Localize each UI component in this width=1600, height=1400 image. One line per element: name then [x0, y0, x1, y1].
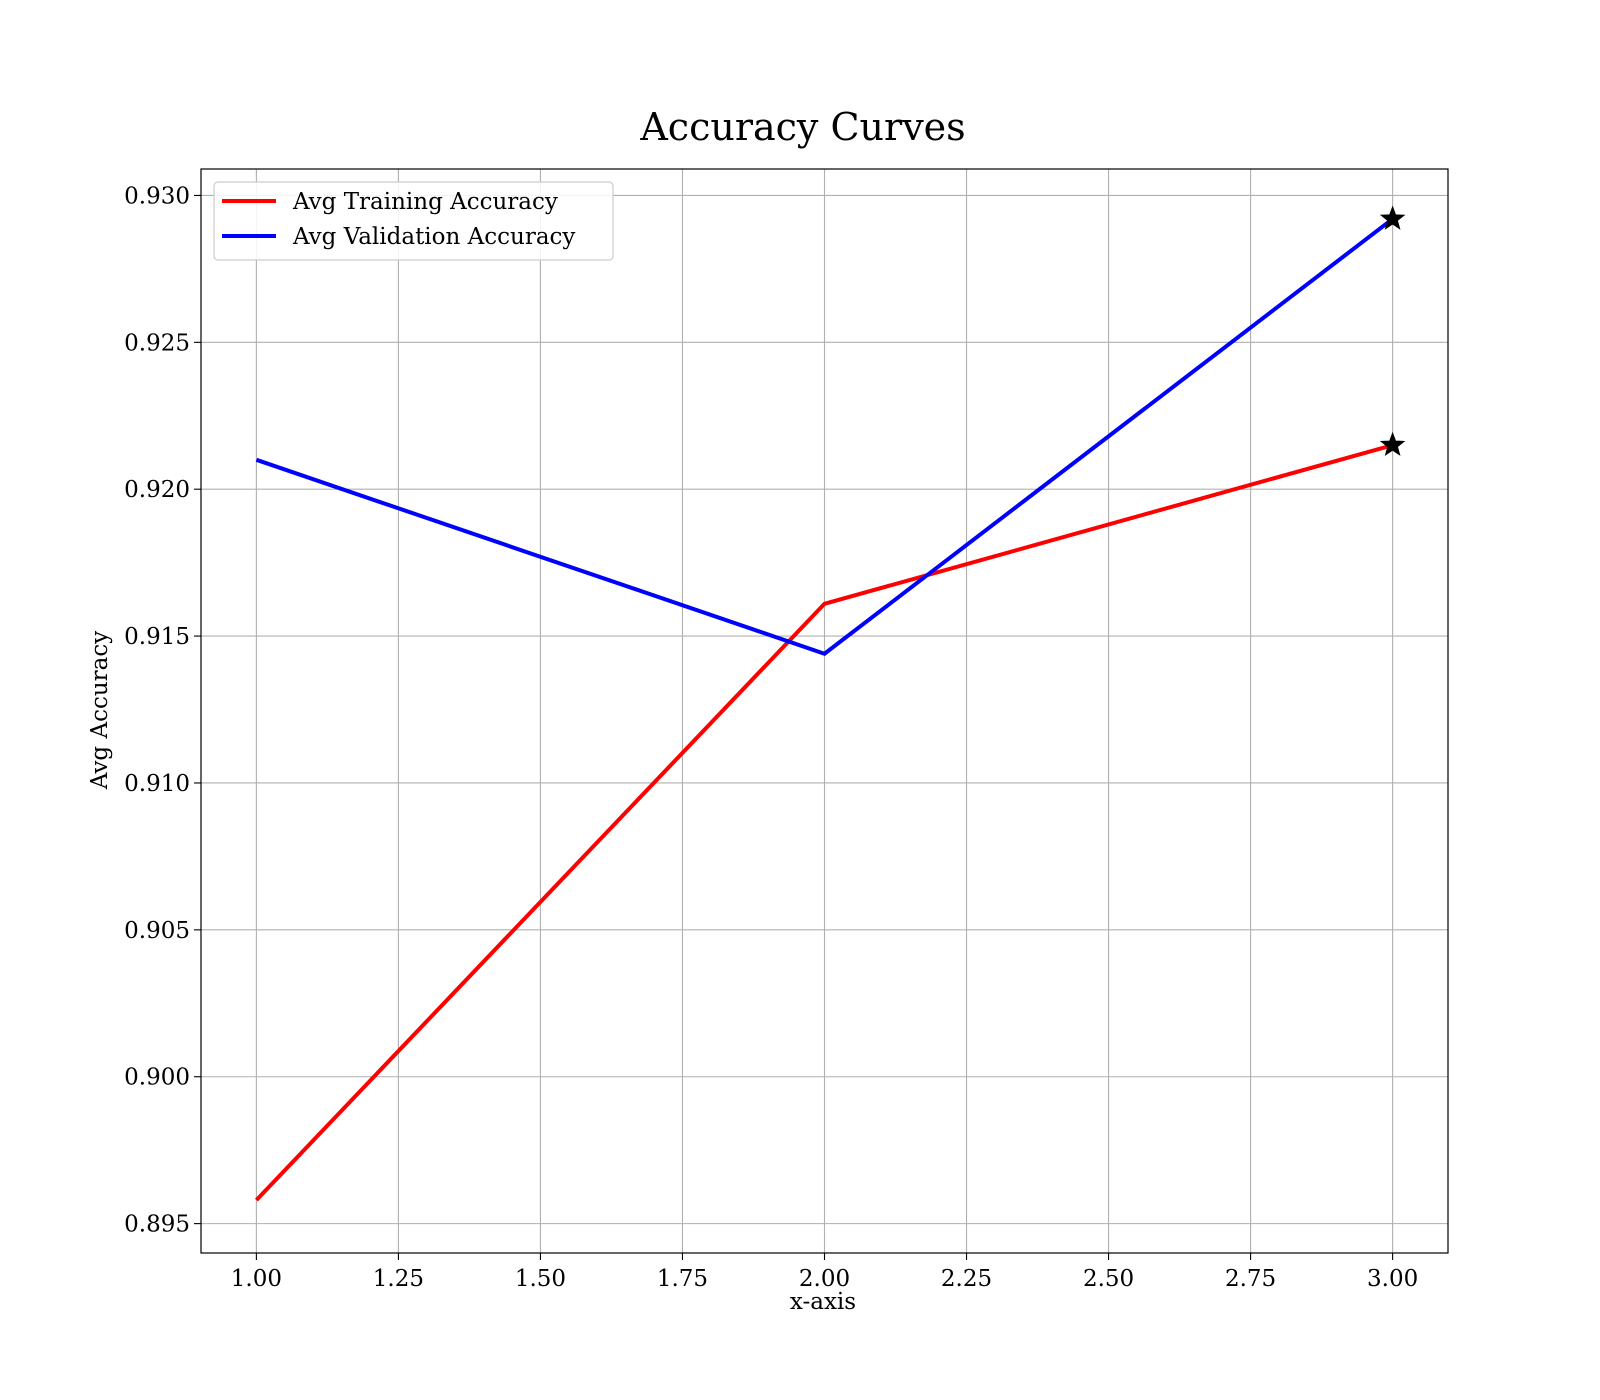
y-tick-label: 0.930 [124, 183, 190, 209]
x-axis-ticks: 1.00 1.25 1.50 1.75 2.00 2.25 2.50 2.75 3.00 [231, 1253, 1418, 1292]
series-lines [254, 217, 1394, 1202]
x-tick-label: 1.75 [657, 1266, 708, 1292]
x-tick-label: 3.00 [1367, 1266, 1418, 1292]
x-tick-label: 2.50 [1083, 1266, 1134, 1292]
best-star-marker [1379, 205, 1406, 230]
y-tick-label: 0.900 [124, 1065, 190, 1091]
y-tick-label: 0.920 [124, 477, 190, 503]
y-tick-label: 0.915 [124, 624, 190, 650]
legend-label: Avg Training Accuracy [292, 189, 558, 215]
chart-title: Accuracy Curves [639, 105, 965, 149]
x-tick-label: 1.25 [373, 1266, 424, 1292]
x-axis-title: x-axis [790, 1289, 856, 1315]
series-line-validation [255, 217, 1394, 656]
x-tick-label: 2.00 [799, 1266, 850, 1292]
y-axis-ticks: 0.895 0.900 0.905 0.910 0.915 0.920 0.925 0.930 [124, 183, 201, 1238]
best-star-marker [1379, 431, 1406, 457]
legend: Avg Training Accuracy Avg Validation Accu… [213, 181, 614, 261]
x-tick-label: 1.50 [515, 1266, 566, 1292]
y-tick-label: 0.895 [124, 1212, 190, 1238]
grid [201, 169, 1448, 1253]
y-tick-label: 0.910 [124, 771, 190, 797]
legend-box [213, 181, 614, 261]
y-axis-title: Avg Accuracy [87, 631, 113, 790]
best-markers [1379, 205, 1406, 457]
x-tick-label: 1.00 [231, 1266, 282, 1292]
x-tick-label: 2.25 [941, 1266, 992, 1292]
legend-label: Avg Validation Accuracy [292, 224, 575, 250]
series-line-training [254, 443, 1394, 1202]
y-tick-label: 0.925 [124, 330, 190, 356]
y-tick-label: 0.905 [124, 918, 190, 944]
x-tick-label: 2.75 [1225, 1266, 1276, 1292]
